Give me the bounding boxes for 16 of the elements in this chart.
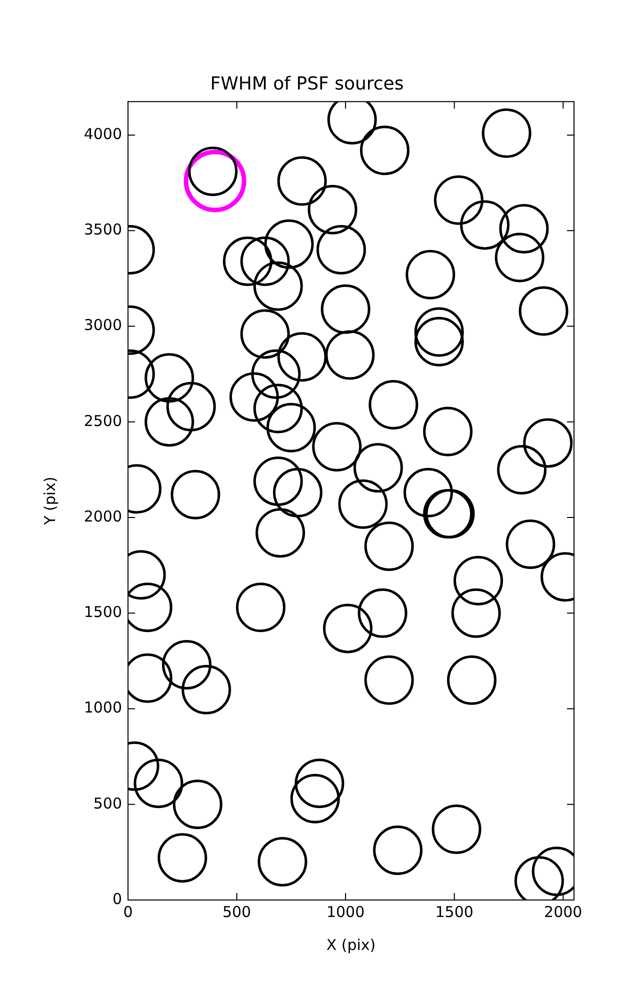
x-axis-title: X (pix) xyxy=(326,936,376,954)
y-tick-label: 1500 xyxy=(84,603,122,622)
y-tick-label: 2000 xyxy=(84,507,122,526)
y-tick-label: 0 xyxy=(112,890,122,908)
y-axis-title: Y (pix) xyxy=(40,476,59,526)
x-tick-label: 1500 xyxy=(435,902,474,921)
y-tick-label: 4000 xyxy=(84,124,122,143)
y-tick-label: 1000 xyxy=(84,698,122,717)
x-tick-label: 500 xyxy=(222,902,252,921)
y-tick-label: 3000 xyxy=(84,316,122,334)
y-tick-label: 500 xyxy=(93,794,122,812)
y-tick-label: 2500 xyxy=(84,412,122,430)
x-tick-label: 2000 xyxy=(544,902,582,921)
chart-title: FWHM of PSF sources xyxy=(210,73,404,94)
y-tick-label: 3500 xyxy=(84,220,122,239)
x-tick-label: 1000 xyxy=(326,902,365,921)
